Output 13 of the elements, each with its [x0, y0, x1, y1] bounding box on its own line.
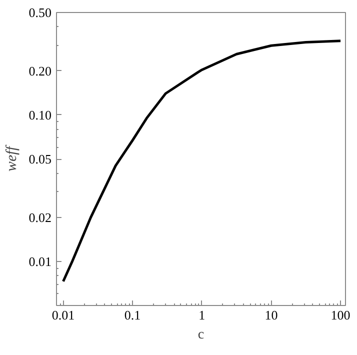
x-tick-label: 10 [264, 308, 278, 322]
x-tick-label: 1 [198, 308, 206, 322]
y-tick-label: 0.01 [28, 254, 52, 269]
y-tick-label: 0.02 [28, 210, 52, 225]
x-axis-title: c [198, 328, 204, 342]
y-tick-label: 0.20 [28, 63, 52, 78]
y-tick-label: 0.50 [28, 5, 52, 20]
y-axis-title: weff [4, 144, 20, 172]
y-tick-label: 0.05 [28, 152, 52, 166]
y-tick-label: 0.10 [28, 107, 52, 122]
x-tick-label: 100 [330, 308, 350, 322]
x-tick-label: 0.1 [124, 308, 141, 322]
x-tick-label: 0.01 [52, 308, 75, 322]
